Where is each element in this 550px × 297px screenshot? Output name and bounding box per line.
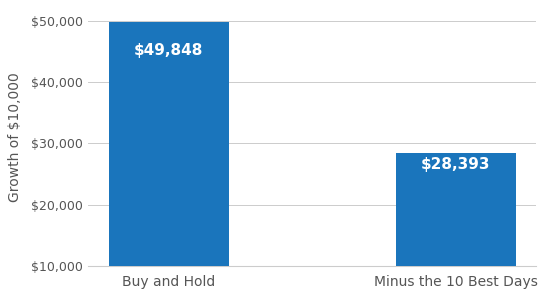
Bar: [395, 153, 516, 266]
Bar: [108, 22, 229, 266]
Text: $28,393: $28,393: [421, 157, 491, 172]
Y-axis label: Growth of $10,000: Growth of $10,000: [8, 72, 23, 202]
Text: $49,848: $49,848: [134, 43, 204, 59]
